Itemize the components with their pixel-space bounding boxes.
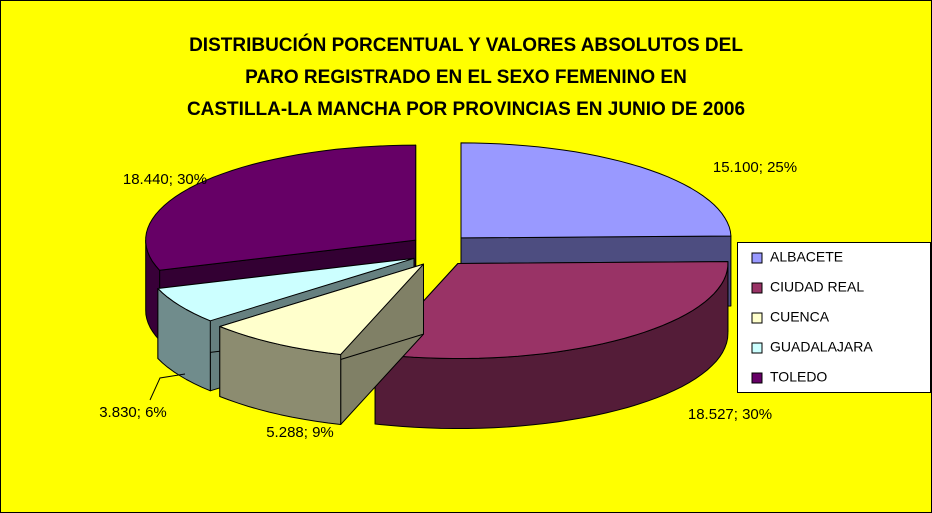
legend-swatch	[751, 252, 763, 264]
slice-top	[374, 261, 729, 359]
legend-box	[737, 242, 931, 393]
legend-label: ALBACETE	[770, 249, 843, 265]
data-label: 5.288; 9%	[266, 424, 334, 441]
chart-title: PARO REGISTRADO EN EL SEXO FEMENINO EN	[245, 67, 687, 88]
data-labels: 15.100; 25% 18.527; 30% 5.288; 9% 3.830; 6%…	[99, 159, 797, 441]
legend-swatch	[751, 372, 763, 384]
slice-top	[219, 263, 424, 355]
slice	[374, 261, 729, 429]
legend-swatch	[751, 282, 763, 294]
slice	[219, 263, 424, 425]
legend-swatch	[751, 312, 763, 324]
leader-line	[149, 373, 186, 401]
slice-top	[157, 257, 415, 322]
chart-title: CASTILLA-LA MANCHA POR PROVINCIAS EN JUN…	[187, 99, 745, 120]
legend-label: CUENCA	[770, 309, 830, 325]
data-label: 3.830; 6%	[99, 404, 167, 421]
data-label: 18.527; 30%	[688, 406, 772, 423]
legend-label: CIUDAD REAL	[770, 279, 864, 295]
legend: ALBACETE CIUDAD REAL CUENCA GUADALAJARA TOLE…	[737, 242, 931, 393]
legend-label: TOLEDO	[770, 369, 827, 385]
data-label: 18.440; 30%	[123, 171, 207, 188]
data-label: 15.100; 25%	[713, 159, 797, 176]
legend-label: GUADALAJARA	[770, 339, 873, 355]
slice-top	[145, 144, 417, 271]
pie	[145, 142, 732, 429]
chart-title: DISTRIBUCIÓN PORCENTUAL Y VALORES ABSOLU…	[189, 34, 743, 56]
legend-swatch	[751, 342, 763, 354]
slice-top	[460, 142, 732, 239]
